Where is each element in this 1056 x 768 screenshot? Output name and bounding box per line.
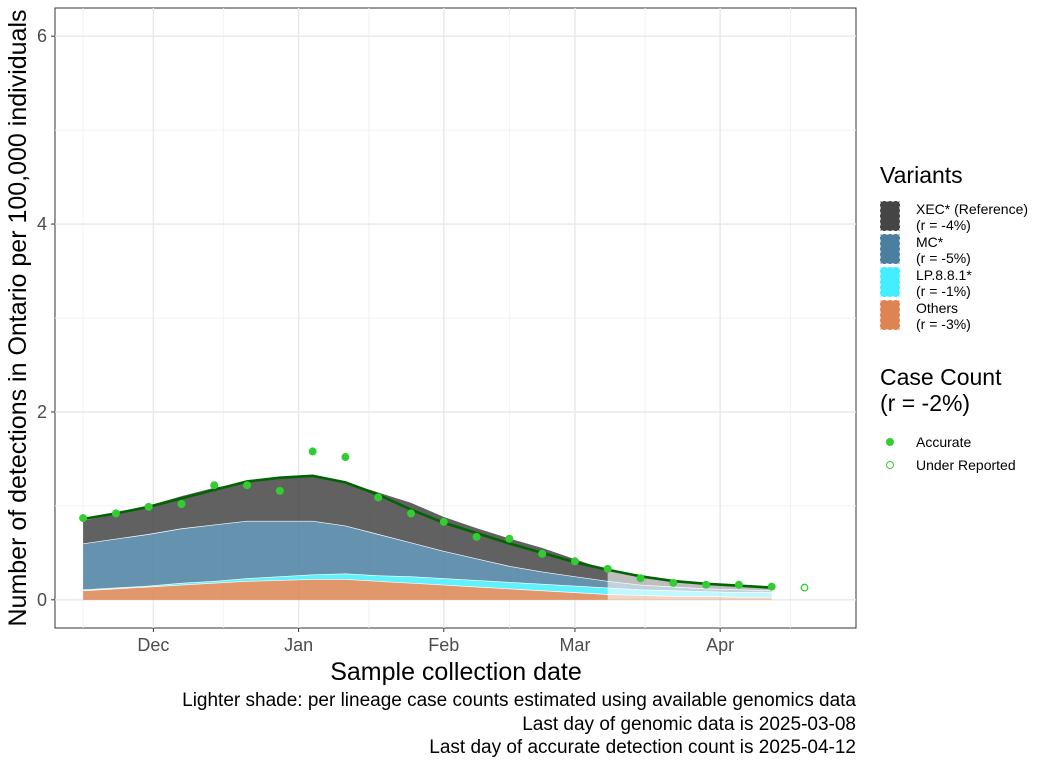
point-accurate [669,578,678,587]
point-accurate [636,574,645,583]
point-accurate [734,580,743,589]
area-xec [83,475,608,582]
caption-accurate-cutoff: Last day of accurate detection count is … [429,737,856,758]
legend-title-variants: Variants [880,162,963,188]
y-tick-label: 4 [37,214,47,234]
legend-swatch-others [880,300,900,330]
legend-swatch-lp881 [880,267,900,297]
x-tick-label: Apr [706,635,734,655]
point-accurate [702,580,711,589]
legend-item-xec: XEC* (Reference) (r = -4%) [880,201,1028,233]
legend-item-lp881: LP.8.8.1* (r = -1%) [880,267,972,299]
point-accurate [210,481,219,490]
legend-dot-accurate [886,438,894,446]
point-accurate [275,486,284,495]
plot-area: 0 2 4 6 Dec Jan Feb Mar Apr [37,7,857,655]
legend-item-underreported: Under Reported [886,457,1016,473]
legend-title-case-count: Case Count (r = -2%) [880,364,1001,416]
legend-label-xec: XEC* (Reference) (r = -4%) [916,201,1029,233]
legend-label-accurate: Accurate [916,434,972,450]
area-lp881 [83,573,608,595]
legend-swatch-mc [880,234,900,264]
point-accurate [570,557,579,566]
point-accurate [538,549,547,558]
point-accurate [111,509,120,518]
point-accurate [79,514,88,523]
legend-title-case-count-line1: Case Count [880,364,1002,390]
point-accurate [439,517,448,526]
legend-item-accurate: Accurate [886,434,971,450]
legend-label-others: Others (r = -3%) [916,300,971,332]
legend-label-mc: MC* (r = -5%) [916,234,971,266]
point-accurate [243,481,252,490]
legend-label-underreported: Under Reported [916,457,1016,473]
point-accurate [472,532,481,541]
legend-item-others: Others (r = -3%) [880,300,971,332]
point-accurate [374,493,383,502]
area-mc [83,520,608,590]
point-accurate [177,500,186,508]
point-accurate [505,534,514,543]
legend-item-mc: MC* (r = -5%) [880,234,971,266]
y-tick-label: 2 [37,402,47,422]
y-tick-label: 0 [37,590,47,610]
legend-label-lp881: LP.8.8.1* (r = -1%) [916,267,972,299]
legend-swatch-xec [880,201,900,231]
x-tick-label: Jan [284,635,313,655]
area-others [83,579,608,600]
caption-genomic-cutoff: Last day of genomic data is 2025-03-08 [522,714,856,735]
legend-title-case-count-line2: (r = -2%) [880,390,971,416]
x-tick-label: Mar [559,635,590,655]
x-tick-label: Dec [137,635,169,655]
y-axis-label: Number of detections in Ontario per 100,… [4,9,32,626]
point-accurate [308,447,317,456]
x-axis-label: Sample collection date [330,658,582,686]
point-under-reported [800,583,809,592]
legend-dot-underreported [886,461,894,469]
point-accurate [407,509,415,518]
area-boundary-lp881 [83,572,772,593]
x-tick-label: Feb [428,635,459,655]
point-accurate [603,564,612,573]
caption-lighter-shade: Lighter shade: per lineage case counts e… [182,690,856,711]
case-count-line [82,474,772,589]
point-accurate [767,582,776,591]
point-accurate [341,453,350,462]
point-accurate [144,502,153,511]
y-tick-label: 6 [37,26,47,46]
